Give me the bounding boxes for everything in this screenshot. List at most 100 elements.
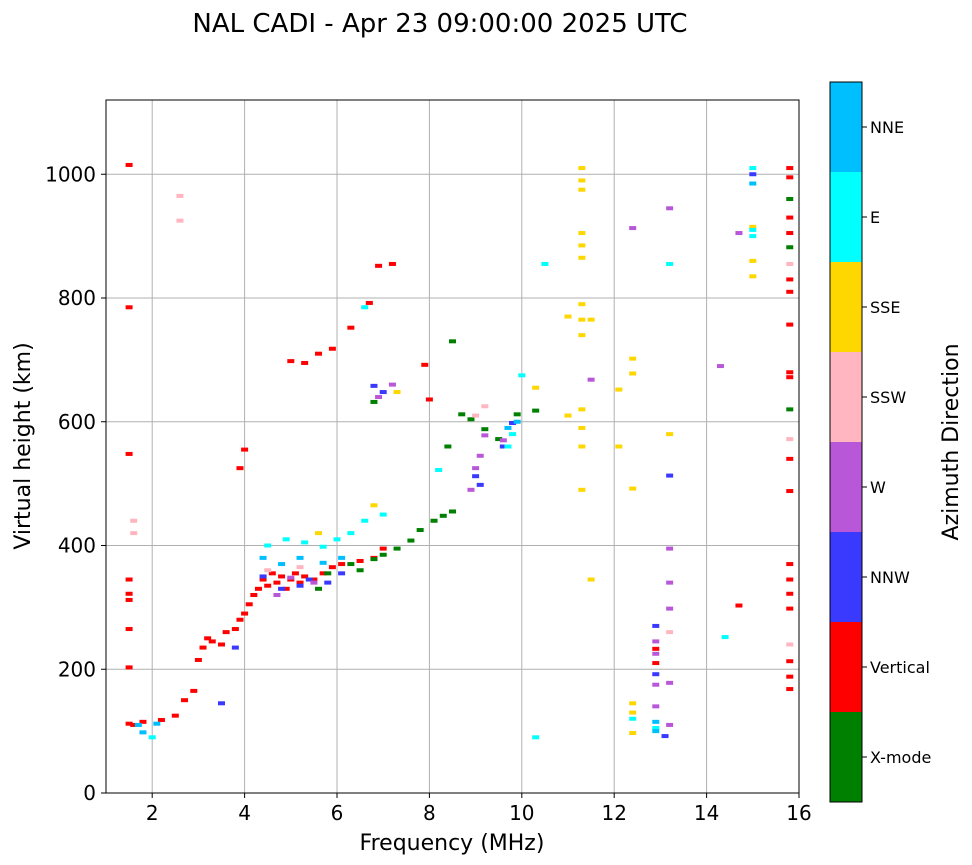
echo-point-sse — [578, 407, 586, 412]
echo-point-nnw — [661, 734, 669, 739]
echo-point-e — [333, 537, 341, 542]
echo-point-e — [361, 305, 369, 310]
echo-point-vertical — [157, 717, 165, 722]
echo-point-vertical — [786, 489, 794, 494]
echo-point-e — [301, 540, 309, 545]
echo-point-x-mode — [430, 518, 438, 523]
echo-point-vertical — [319, 571, 327, 576]
echo-point-e — [518, 373, 526, 378]
echo-point-x-mode — [370, 399, 378, 404]
echo-point-ssw — [786, 642, 794, 647]
echo-point-vertical — [652, 661, 660, 666]
echo-point-vertical — [125, 451, 133, 456]
colorbar-tick-label: SSW — [870, 388, 906, 407]
echo-point-vertical — [282, 586, 290, 591]
echo-point-sse — [587, 577, 595, 582]
echo-point-sse — [749, 258, 757, 263]
echo-point-x-mode — [315, 586, 323, 591]
echo-point-vertical — [328, 565, 336, 570]
echo-point-w — [716, 364, 724, 369]
echo-point-vertical — [171, 713, 179, 718]
plot-grid — [106, 100, 800, 794]
colorbar-segment — [830, 712, 862, 802]
colorbar-segment — [830, 352, 862, 442]
echo-point-x-mode — [356, 568, 364, 573]
echo-point-sse — [578, 333, 586, 338]
colorbar-tick-label: X-mode — [870, 748, 931, 767]
echo-point-w — [499, 438, 507, 443]
echo-point-w — [652, 704, 660, 709]
echo-point-nnw — [218, 701, 225, 706]
echo-point-x-mode — [439, 513, 447, 518]
echo-point-e — [629, 716, 637, 721]
echo-point-nne — [296, 555, 304, 560]
echo-point-vertical — [421, 362, 429, 367]
echo-point-w — [666, 580, 674, 585]
y-tick-label: 600 — [58, 410, 96, 434]
echo-point-w — [467, 487, 475, 492]
echo-point-sse — [629, 710, 637, 715]
echo-point-vertical — [190, 688, 198, 693]
y-tick-label: 0 — [83, 781, 96, 805]
echo-point-ssw — [176, 218, 184, 223]
echo-point-nnw — [499, 444, 507, 449]
echo-point-w — [273, 593, 281, 597]
echo-point-sse — [578, 187, 586, 192]
echo-point-ssw — [130, 518, 138, 523]
y-axis-label: Virtual height (km) — [11, 342, 36, 549]
echo-point-vertical — [786, 659, 794, 664]
colorbar-segment — [830, 82, 862, 172]
echo-point-sse — [578, 231, 586, 236]
echo-point-vertical — [786, 166, 794, 171]
echo-point-vertical — [786, 289, 794, 294]
y-tick-label: 800 — [58, 286, 96, 310]
echo-point-nne — [278, 562, 286, 567]
echo-point-vertical — [181, 698, 189, 703]
echo-point-nne — [652, 719, 660, 724]
colorbar-label: Azimuth Direction — [939, 343, 964, 540]
x-tick-label: 10 — [509, 801, 534, 825]
colorbar-segment — [830, 442, 862, 532]
echo-point-nnw — [338, 571, 346, 576]
echo-point-vertical — [786, 456, 794, 461]
echo-point-vertical — [786, 562, 794, 567]
x-tick-label: 4 — [238, 801, 251, 825]
echo-point-w — [666, 546, 674, 551]
echo-point-w — [666, 722, 674, 727]
echo-point-vertical — [365, 300, 373, 305]
echo-point-vertical — [347, 325, 355, 330]
echo-point-e — [749, 234, 757, 239]
echo-point-e — [541, 261, 549, 266]
echo-point-x-mode — [532, 408, 540, 413]
echo-point-vertical — [652, 646, 660, 651]
echo-point-vertical — [245, 602, 253, 607]
echo-point-nne — [652, 729, 660, 734]
echo-point-e — [264, 543, 272, 548]
echo-point-x-mode — [347, 562, 355, 567]
echo-point-vertical — [218, 642, 225, 647]
echo-point-vertical — [301, 360, 309, 365]
echo-point-vertical — [278, 574, 286, 579]
echo-point-sse — [615, 444, 623, 449]
echo-point-x-mode — [481, 427, 489, 432]
echo-point-nnw — [476, 482, 484, 487]
echo-point-vertical — [130, 722, 138, 727]
echo-point-sse — [749, 274, 757, 279]
echo-point-sse — [564, 413, 572, 418]
echo-point-vertical — [786, 277, 794, 282]
echo-point-x-mode — [370, 557, 378, 562]
echo-point-e — [509, 432, 517, 437]
echo-point-vertical — [236, 617, 244, 622]
echo-point-vertical — [388, 261, 396, 266]
echo-point-sse — [587, 317, 595, 322]
echo-point-sse — [578, 166, 586, 171]
echo-point-vertical — [786, 175, 794, 180]
echo-point-x-mode — [416, 528, 424, 533]
echo-point-w — [310, 580, 318, 585]
colorbar-segment — [830, 532, 862, 622]
echo-point-nne — [513, 419, 521, 424]
echo-point-ssw — [130, 531, 138, 536]
echo-point-vertical — [254, 586, 262, 591]
echo-point-ssw — [786, 261, 794, 266]
